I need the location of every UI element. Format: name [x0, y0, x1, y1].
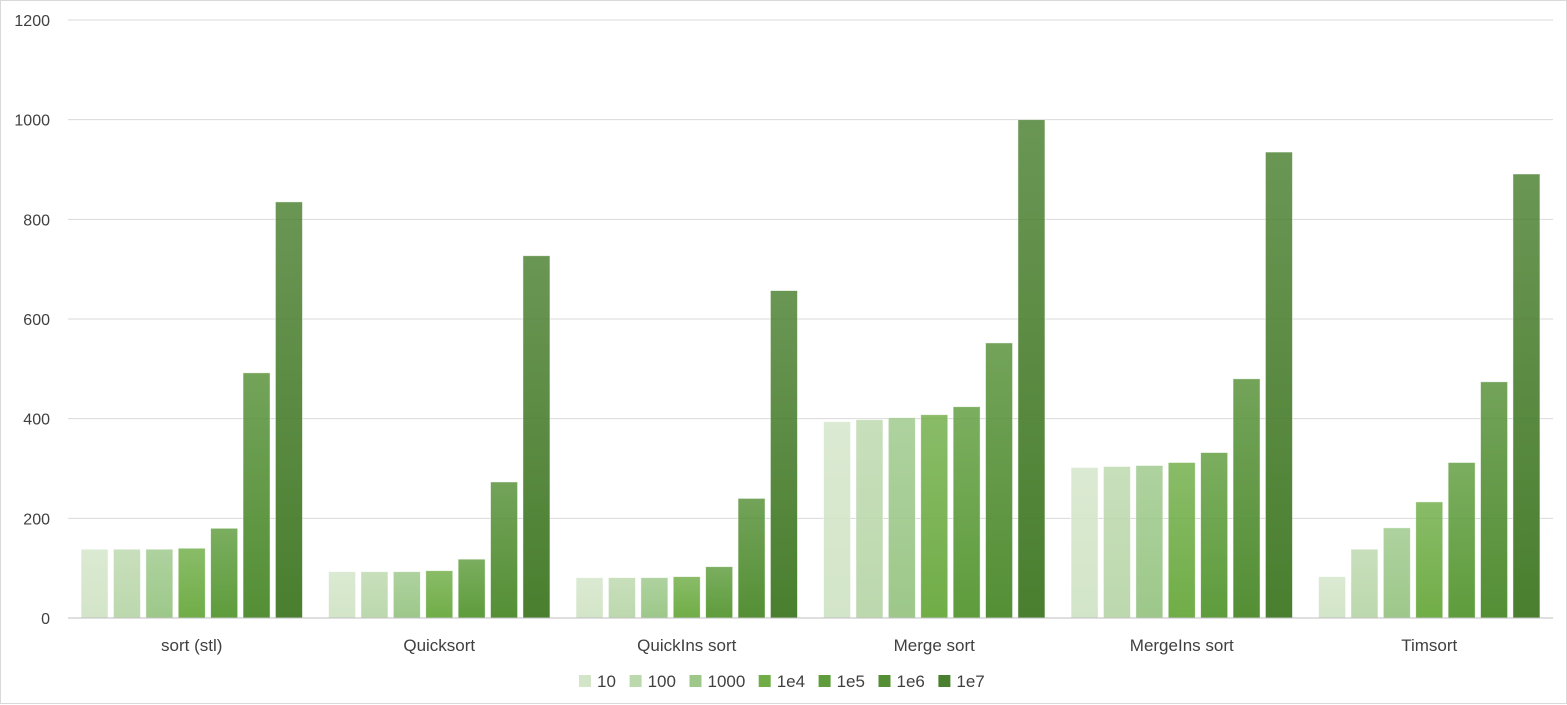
- y-tick-label: 1200: [14, 13, 50, 30]
- bar-1000-4: [1135, 465, 1164, 619]
- bar-100-4: [1103, 466, 1131, 619]
- bar-1e7-2: [770, 290, 798, 619]
- bar-1000-3: [887, 417, 916, 619]
- bar-1e6-0: [242, 372, 271, 619]
- bar-1000-1: [392, 571, 421, 619]
- bar-1e4-2: [672, 576, 701, 619]
- bar-1e5-3: [952, 406, 981, 619]
- bar-1e5-1: [457, 558, 486, 619]
- legend-swatch: [758, 675, 771, 687]
- category-label: Timsort: [1401, 636, 1457, 655]
- bar-1000-0: [145, 548, 174, 619]
- bar-1e4-1: [425, 570, 454, 619]
- legend: 10 100 1000 1e4 1e5 1e6 1e7: [579, 672, 985, 691]
- y-tick-label: 800: [23, 212, 50, 229]
- bar-1e5-4: [1200, 452, 1229, 619]
- gridlines: [68, 19, 1553, 519]
- legend-label: 10: [597, 672, 616, 691]
- category-label: sort (stl): [161, 636, 222, 655]
- bar-1e5-0: [210, 527, 239, 619]
- bar-1e6-5: [1480, 381, 1508, 619]
- bar-1e5-5: [1447, 462, 1476, 619]
- bar-100-2: [608, 577, 636, 619]
- bar-1e5-2: [705, 566, 734, 619]
- category-label: MergeIns sort: [1130, 636, 1234, 655]
- bar-1e6-1: [490, 481, 518, 619]
- bar-1e6-4: [1232, 378, 1261, 619]
- bar-10-3: [823, 421, 851, 619]
- legend-swatch: [818, 675, 831, 687]
- bar-10-0: [80, 548, 109, 619]
- bars: [80, 119, 1541, 619]
- legend-item-1000: 1000: [689, 672, 746, 691]
- legend-item-100: 100: [629, 672, 676, 691]
- bar-1000-2: [640, 577, 669, 619]
- bar-1e7-1: [522, 255, 551, 619]
- bar-10-2: [575, 577, 604, 619]
- legend-label: 1e5: [837, 672, 865, 691]
- legend-item-1e5: 1e5: [818, 672, 865, 691]
- bar-10-1: [328, 571, 356, 619]
- bar-100-0: [113, 548, 141, 619]
- legend-swatch: [878, 675, 891, 687]
- bar-1000-5: [1382, 527, 1411, 619]
- bar-100-5: [1350, 548, 1379, 619]
- bar-1e7-0: [275, 201, 303, 619]
- bar-1e6-2: [737, 497, 766, 619]
- legend-item-10: 10: [579, 672, 616, 691]
- bar-1e7-5: [1512, 173, 1541, 619]
- bar-1e6-3: [985, 342, 1013, 619]
- legend-label: 1e6: [897, 672, 925, 691]
- bar-100-3: [855, 419, 884, 619]
- legend-item-1e6: 1e6: [878, 672, 925, 691]
- category-label: Merge sort: [894, 636, 976, 655]
- legend-item-1e4: 1e4: [758, 672, 805, 691]
- legend-swatch: [629, 675, 642, 687]
- y-tick-label: 200: [23, 511, 50, 528]
- legend-item-1e7: 1e7: [938, 672, 985, 691]
- bar-1e4-3: [920, 414, 949, 619]
- y-tick-label: 400: [23, 412, 50, 429]
- bar-100-1: [360, 571, 389, 619]
- legend-label: 100: [648, 672, 676, 691]
- axes: 0 200 400 600 800 1000 1200 sort (stl) Quicksort…: [14, 13, 1553, 655]
- legend-label: 1e4: [777, 672, 805, 691]
- legend-label: 1e7: [956, 672, 984, 691]
- bar-1e4-4: [1167, 462, 1196, 619]
- y-tick-label: 600: [23, 312, 50, 329]
- bar-1e4-5: [1415, 501, 1444, 619]
- legend-swatch: [579, 675, 591, 687]
- legend-swatch: [938, 675, 951, 687]
- bar-1e7-4: [1265, 151, 1293, 619]
- bar-1e4-0: [177, 547, 206, 619]
- y-tick-label: 0: [41, 611, 50, 628]
- y-tick-label: 1000: [14, 113, 50, 130]
- legend-swatch: [689, 675, 702, 687]
- category-label: QuickIns sort: [637, 636, 736, 655]
- bar-1e7-3: [1017, 119, 1046, 619]
- legend-label: 1000: [708, 672, 746, 691]
- bar-10-4: [1070, 467, 1099, 619]
- bar-10-5: [1318, 576, 1346, 619]
- category-label: Quicksort: [403, 636, 475, 655]
